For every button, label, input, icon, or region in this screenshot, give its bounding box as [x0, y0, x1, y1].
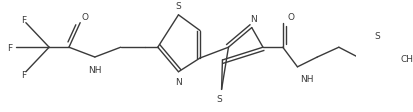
- Text: F: F: [21, 16, 26, 25]
- Text: O: O: [82, 13, 89, 22]
- Text: F: F: [21, 71, 26, 80]
- Text: F: F: [7, 43, 12, 52]
- Text: CH₃: CH₃: [401, 55, 413, 64]
- Text: O: O: [287, 13, 294, 22]
- Text: S: S: [176, 2, 181, 11]
- Text: NH: NH: [88, 65, 102, 74]
- Text: S: S: [375, 32, 380, 41]
- Text: N: N: [250, 15, 257, 23]
- Text: N: N: [175, 77, 182, 86]
- Text: S: S: [216, 95, 222, 103]
- Text: NH: NH: [300, 74, 313, 83]
